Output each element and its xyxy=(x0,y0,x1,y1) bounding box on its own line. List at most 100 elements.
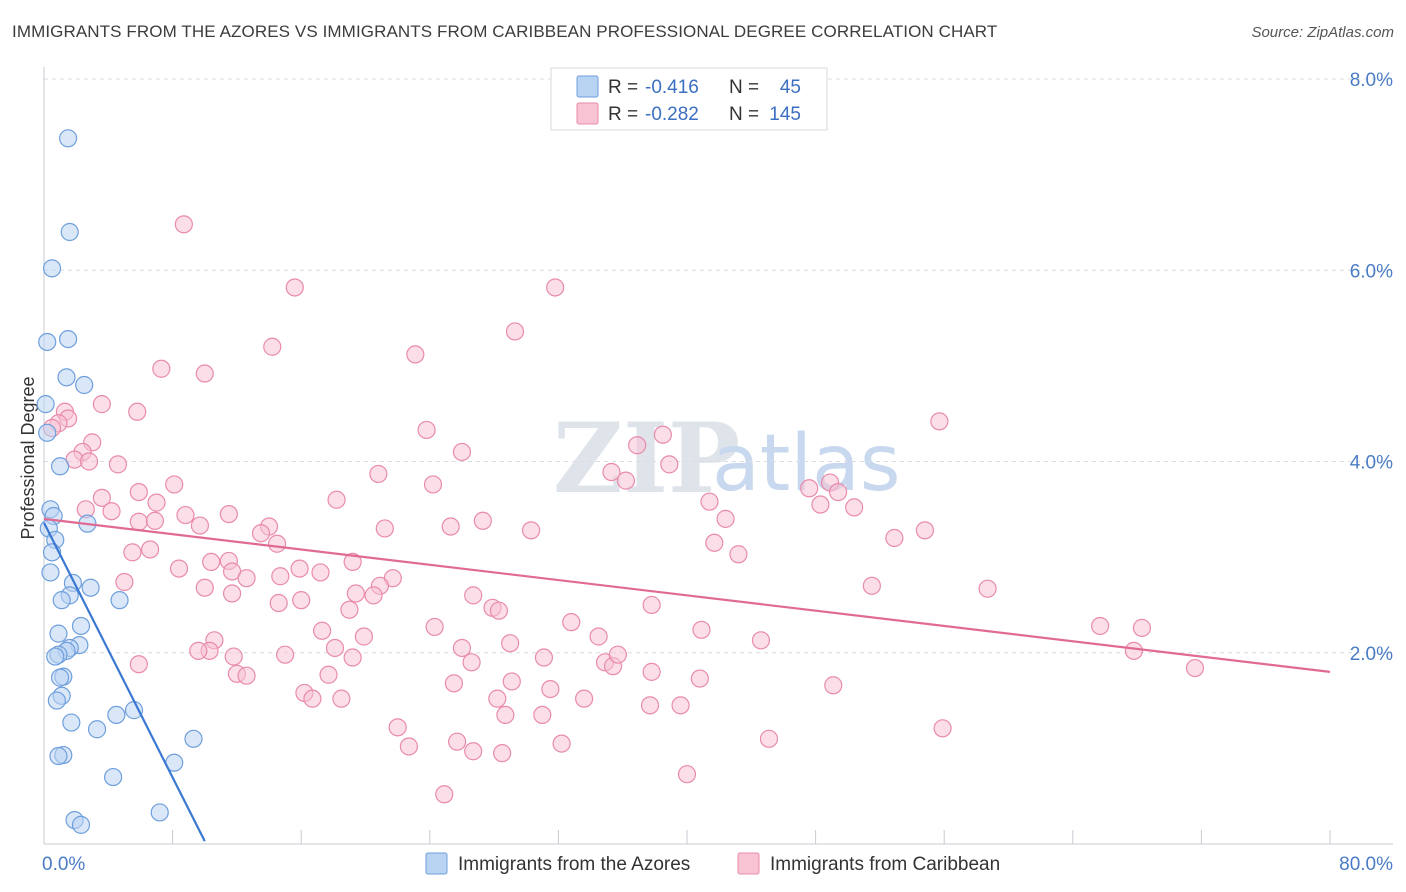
azores-point-32 xyxy=(47,691,66,710)
caribbean-point-43 xyxy=(145,511,165,530)
caribbean-point-44 xyxy=(219,504,238,524)
caribbean-point-85 xyxy=(489,601,509,620)
caribbean-point-46 xyxy=(190,516,210,535)
legend-r-label-caribbean: R = xyxy=(608,104,638,125)
caribbean-point-50 xyxy=(521,521,541,540)
chart-title: IMMIGRANTS FROM THE AZORES VS IMMIGRANTS… xyxy=(12,22,998,41)
azores-point-37 xyxy=(184,729,203,748)
caribbean-point-59 xyxy=(140,540,160,559)
caribbean-point-8 xyxy=(92,395,111,414)
caribbean-point-107 xyxy=(642,662,661,681)
azores-point-2 xyxy=(42,259,62,278)
caribbean-point-15 xyxy=(930,412,949,431)
caribbean-point-25 xyxy=(369,464,388,484)
azores-point-22 xyxy=(71,616,91,636)
caribbean-point-38 xyxy=(829,483,848,502)
caribbean-point-137 xyxy=(608,645,627,664)
y-tick-labels: 2.0% 4.0% 6.0% 8.0% xyxy=(1350,70,1393,665)
caribbean-point-60 xyxy=(729,545,748,564)
caribbean-point-135 xyxy=(435,785,454,804)
caribbean-point-69 xyxy=(271,567,290,586)
caribbean-point-112 xyxy=(319,665,338,684)
caribbean-point-130 xyxy=(552,734,571,753)
caribbean-point-62 xyxy=(202,552,221,572)
gridlines xyxy=(44,78,1393,654)
caribbean-point-118 xyxy=(332,689,351,708)
caribbean-point-77 xyxy=(222,584,242,603)
caribbean-point-99 xyxy=(325,638,345,658)
azores-point-39 xyxy=(49,746,68,766)
caribbean-point-127 xyxy=(690,669,709,688)
caribbean-point-75 xyxy=(978,579,997,598)
caribbean-point-90 xyxy=(1091,616,1110,636)
caribbean-point-97 xyxy=(751,631,771,650)
trendlines xyxy=(43,517,1331,842)
caribbean-point-116 xyxy=(541,679,560,699)
caribbean-point-74 xyxy=(862,576,881,595)
bottom-legend-swatch-caribbean xyxy=(737,852,760,875)
x-tick-labels: 0.0% 80.0% xyxy=(42,854,1393,875)
azores-point-36 xyxy=(87,720,107,739)
azores-point-9 xyxy=(50,457,70,476)
caribbean-point-56 xyxy=(915,521,935,540)
caribbean-point-64 xyxy=(169,559,189,578)
caribbean-point-49 xyxy=(441,517,460,536)
caribbean-point-66 xyxy=(311,563,330,582)
caribbean-point-123 xyxy=(496,705,515,725)
caribbean-point-34 xyxy=(327,490,346,509)
caribbean-point-103 xyxy=(534,648,554,667)
caribbean-point-39 xyxy=(845,498,864,517)
caribbean-point-20 xyxy=(628,436,647,455)
watermark: ZIP atlas xyxy=(553,402,901,515)
caribbean-point-80 xyxy=(292,591,311,610)
azores-point-3 xyxy=(59,330,78,349)
azores-point-7 xyxy=(36,395,55,414)
caribbean-point-88 xyxy=(589,627,608,646)
caribbean-point-119 xyxy=(488,689,507,708)
caribbean-point-48 xyxy=(473,511,492,530)
caribbean-point-23 xyxy=(108,455,128,474)
azores-point-34 xyxy=(107,705,126,725)
azores-point-21 xyxy=(110,591,129,610)
caribbean-point-28 xyxy=(423,475,443,494)
caribbean-point-78 xyxy=(364,586,383,605)
caribbean-point-36 xyxy=(811,495,830,514)
caribbean-point-94 xyxy=(452,638,472,658)
caribbean-point-51 xyxy=(375,519,394,538)
caribbean-point-81 xyxy=(269,593,288,613)
caribbean-point-29 xyxy=(616,471,636,490)
caribbean-point-104 xyxy=(462,653,481,672)
caribbean-point-73 xyxy=(195,578,214,597)
legend-n-label-caribbean: N = xyxy=(729,104,759,125)
caribbean-point-113 xyxy=(502,672,521,691)
caribbean-point-76 xyxy=(346,584,365,603)
caribbean-point-91 xyxy=(1132,618,1152,637)
caribbean-point-41 xyxy=(102,502,121,521)
caribbean-point-139 xyxy=(444,674,464,693)
y-axis-title: Professional Degree xyxy=(18,376,38,539)
caribbean-point-26 xyxy=(602,462,621,482)
y-tick-label-1: 4.0% xyxy=(1350,453,1393,474)
caribbean-point-128 xyxy=(759,729,779,748)
y-tick-label-3: 8.0% xyxy=(1350,70,1393,91)
caribbean-point-129 xyxy=(448,732,467,751)
chart-source: Source: ZipAtlas.com xyxy=(1251,24,1394,41)
caribbean-point-54 xyxy=(705,533,724,552)
azores-point-30 xyxy=(50,668,70,687)
caribbean-point-22 xyxy=(79,452,99,471)
caribbean-point-7 xyxy=(195,364,214,383)
legend-n-caribbean: 145 xyxy=(769,104,801,125)
caribbean-point-101 xyxy=(224,647,243,666)
azores-point-28 xyxy=(46,647,65,666)
legend-n-azores: 45 xyxy=(780,77,801,98)
y-tick-label-2: 6.0% xyxy=(1350,261,1393,282)
caribbean-point-82 xyxy=(340,600,359,619)
series-caribbean xyxy=(42,215,1205,804)
axes xyxy=(43,67,1393,845)
legend-r-azores: -0.416 xyxy=(645,77,699,98)
caribbean-point-57 xyxy=(267,534,287,553)
azores-trendline xyxy=(43,522,206,842)
azores-point-8 xyxy=(38,423,57,442)
bottom-legend-label-caribbean: Immigrants from Caribbean xyxy=(770,854,1000,875)
